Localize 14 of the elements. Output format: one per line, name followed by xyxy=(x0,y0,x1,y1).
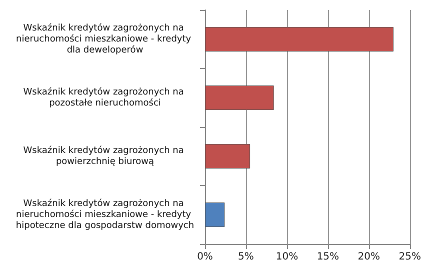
bar xyxy=(205,26,394,52)
x-tick-label: 10% xyxy=(276,252,298,262)
bar xyxy=(205,144,250,169)
x-tick-label: 5% xyxy=(238,252,254,262)
bar xyxy=(205,85,274,110)
x-tick-label: 15% xyxy=(316,252,340,262)
y-tick-label: Wskaźnik kredytów zagrożonych na nieruchomości mieszkaniowe - kredyty hipoteczne dla gospodarstw domowych xyxy=(16,198,194,231)
x-tick-label: 25% xyxy=(398,252,422,262)
y-tick-label: Wskaźnik kredytów zagrożonych na pozostałe nieruchomości xyxy=(23,86,187,108)
y-tick-label: Wskaźnik kredytów zagrożonych na nieruchomości mieszkaniowe - kredyty dla deweloperów xyxy=(16,22,194,56)
x-tick-label: 0% xyxy=(197,252,213,262)
x-tick-label: 20% xyxy=(358,252,380,262)
y-tick-label: Wskaźnik kredytów zagrożonych na powierzchnię biurową xyxy=(23,144,187,167)
bar xyxy=(205,202,225,228)
